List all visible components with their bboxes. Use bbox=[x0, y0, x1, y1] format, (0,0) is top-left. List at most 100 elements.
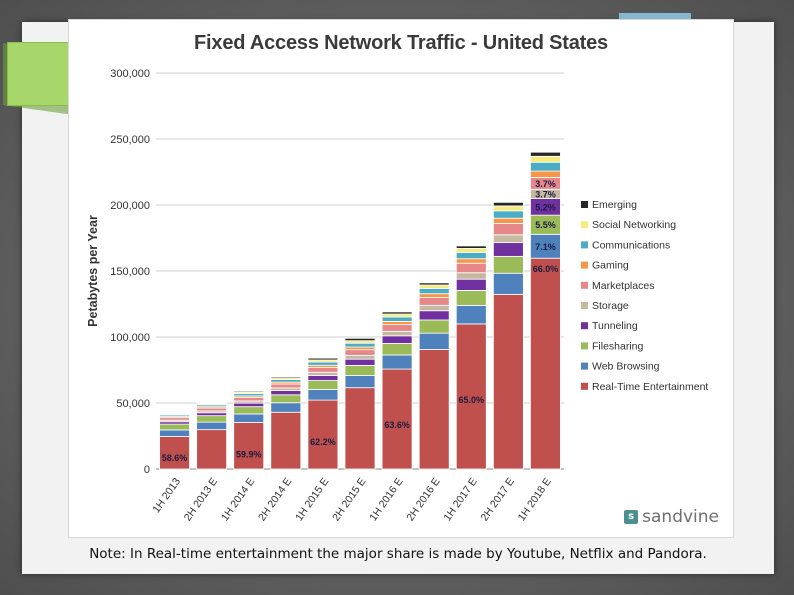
data-label: 62.2% bbox=[310, 437, 336, 447]
bar-segment bbox=[233, 422, 265, 470]
bar-segment bbox=[418, 288, 450, 295]
bar-segment bbox=[159, 423, 190, 431]
x-tick-label: 1H 2015 E bbox=[293, 476, 331, 524]
bar-segment bbox=[196, 407, 228, 412]
data-label: 5.2% bbox=[535, 202, 556, 212]
data-label: 59.9% bbox=[236, 449, 262, 459]
bar-segment bbox=[344, 349, 376, 356]
bar-segment bbox=[344, 375, 376, 389]
x-tick-label: 2H 2016 E bbox=[404, 476, 442, 524]
legend-swatch bbox=[581, 201, 588, 208]
legend-label: Filesharing bbox=[592, 340, 644, 352]
bar-segment bbox=[344, 337, 376, 342]
data-label: 7.1% bbox=[535, 242, 556, 252]
x-tick-label: 1H 2017 E bbox=[441, 476, 479, 524]
bar-segment bbox=[344, 342, 376, 348]
bar-segment bbox=[492, 210, 524, 219]
bar-segment bbox=[307, 389, 339, 401]
bar-segment bbox=[381, 335, 413, 344]
decorative-green-square bbox=[7, 42, 79, 106]
bar-segment bbox=[307, 367, 339, 373]
legend-swatch bbox=[581, 221, 588, 229]
bar-segment bbox=[196, 402, 228, 405]
bar-segment bbox=[418, 304, 450, 312]
data-label: 5.5% bbox=[535, 220, 556, 230]
bar-segment bbox=[270, 376, 302, 379]
bar-segment bbox=[381, 311, 413, 315]
bar-segment bbox=[196, 421, 228, 431]
bar-segment bbox=[270, 411, 302, 470]
bar-segment bbox=[344, 354, 376, 360]
y-tick-label: 0 bbox=[144, 464, 150, 476]
bar-segment bbox=[270, 390, 302, 396]
bar-segment bbox=[492, 217, 524, 224]
x-tick-label: 2H 2015 E bbox=[330, 476, 368, 524]
y-tick-label: 250,000 bbox=[110, 134, 150, 146]
data-label: 58.6% bbox=[162, 453, 188, 463]
bar-segment bbox=[270, 383, 302, 389]
x-tick-label: 1H 2016 E bbox=[367, 476, 405, 524]
bar-segment bbox=[455, 252, 487, 260]
bar-segment bbox=[492, 201, 524, 207]
data-label: 66.0% bbox=[533, 264, 559, 274]
chart-figure: Fixed Access Network Traffic - United St… bbox=[68, 19, 734, 538]
sandvine-logo-icon: s bbox=[624, 510, 639, 524]
data-label: 63.6% bbox=[384, 420, 410, 430]
legend-swatch bbox=[581, 241, 588, 249]
x-tick-label: 2H 2013 E bbox=[182, 476, 220, 524]
bar-segment bbox=[492, 293, 524, 470]
chart-title: Fixed Access Network Traffic - United St… bbox=[194, 32, 608, 54]
legend-label: Marketplaces bbox=[592, 280, 654, 292]
bar-segment bbox=[196, 415, 228, 423]
legend-swatch bbox=[581, 382, 588, 390]
bar-segment bbox=[233, 413, 265, 423]
stacked-bar-chart: 0 50,000 100,000 150,000 200,000 250,000 300,0… bbox=[86, 68, 708, 524]
legend-label: Tunneling bbox=[592, 320, 638, 332]
legend-swatch bbox=[581, 362, 588, 370]
bar-segment bbox=[381, 321, 413, 325]
bar-segment bbox=[307, 375, 339, 381]
legend-swatch bbox=[581, 302, 588, 309]
bar-segment bbox=[307, 371, 339, 376]
legend-label: Gaming bbox=[592, 260, 629, 272]
legend-swatch bbox=[581, 261, 588, 269]
bar-segment bbox=[492, 272, 524, 295]
data-label: 3.7% bbox=[535, 189, 556, 199]
legend-label: Social Networking bbox=[592, 219, 676, 231]
bar-segment bbox=[381, 316, 413, 322]
bar-segment bbox=[344, 387, 376, 470]
x-tick-label: 1H 2014 E bbox=[219, 476, 257, 524]
legend-label: Communications bbox=[592, 239, 670, 251]
bar-segment bbox=[233, 397, 265, 402]
bar-segment bbox=[270, 402, 302, 413]
bar-segment bbox=[196, 412, 228, 417]
data-label: 3.7% bbox=[535, 179, 556, 189]
bar-segment bbox=[492, 242, 524, 257]
legend-label: Emerging bbox=[592, 199, 637, 211]
bar-segment bbox=[455, 258, 487, 264]
bar-segment bbox=[307, 361, 339, 366]
bar-segment bbox=[307, 399, 339, 470]
y-tick-label: 50,000 bbox=[116, 398, 150, 410]
bar-segment bbox=[418, 332, 450, 350]
bar-segment bbox=[418, 282, 450, 286]
x-tick-label: 2H 2017 E bbox=[479, 476, 517, 524]
data-label: 65.0% bbox=[459, 395, 485, 405]
bar-segment bbox=[455, 290, 487, 306]
bar-segment bbox=[418, 310, 450, 321]
bar-segment bbox=[455, 245, 487, 249]
y-tick-label: 200,000 bbox=[110, 200, 150, 212]
bar-segment bbox=[196, 429, 228, 470]
bar-segment bbox=[233, 390, 265, 393]
bar-segment bbox=[159, 429, 190, 437]
bar-segment bbox=[530, 151, 561, 157]
y-axis-title: Petabytes per Year bbox=[86, 215, 100, 327]
legend-swatch bbox=[581, 322, 588, 330]
bar-segment bbox=[344, 358, 376, 366]
bar-segment bbox=[530, 257, 561, 470]
bar-segment bbox=[418, 284, 450, 289]
bar-segment bbox=[492, 255, 524, 274]
bar-segment bbox=[159, 413, 190, 415]
x-tick-label: 2H 2014 E bbox=[256, 476, 294, 524]
bar-segment bbox=[455, 278, 487, 291]
